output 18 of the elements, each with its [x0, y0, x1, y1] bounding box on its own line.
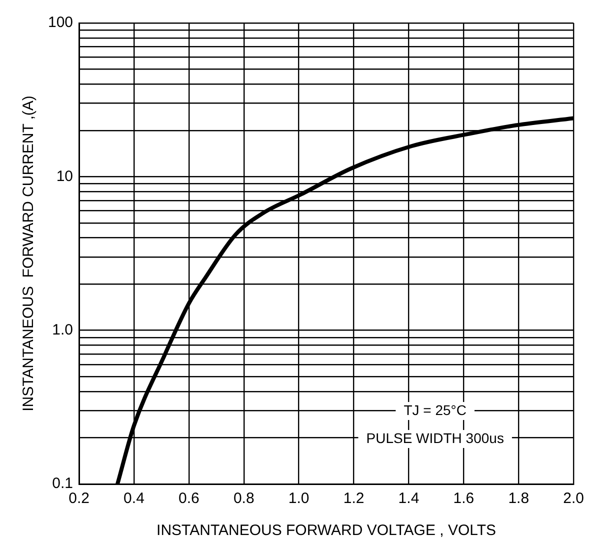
annotation: PULSE WIDTH 300us — [366, 430, 504, 446]
x-tick-label: 0.8 — [233, 490, 254, 508]
annotation: TJ = 25°C — [404, 402, 466, 418]
y-tick-label: 10 — [56, 168, 74, 185]
x-tick-label: 1.8 — [508, 490, 530, 508]
x-axis-title: INSTANTANEOUS FORWARD VOLTAGE , VOLTS — [156, 522, 496, 540]
y-axis-title: INSTANTANEOUS FORWARD CURRENT ,(A) — [20, 96, 38, 412]
x-tick-label: 1.0 — [288, 490, 310, 508]
x-tick-label: 1.6 — [453, 490, 474, 508]
x-tick-label: 0.4 — [124, 490, 144, 508]
x-tick-label: 1.4 — [398, 490, 420, 508]
y-tick-label: 0.1 — [52, 475, 74, 492]
y-tick-label: 100 — [48, 14, 74, 32]
x-tick-label: 0.6 — [178, 490, 200, 508]
x-tick-label: 2.0 — [563, 490, 584, 508]
x-tick-label: 0.2 — [68, 490, 90, 508]
y-tick-label: 1.0 — [52, 321, 74, 338]
x-tick-label: 1.2 — [343, 490, 364, 508]
